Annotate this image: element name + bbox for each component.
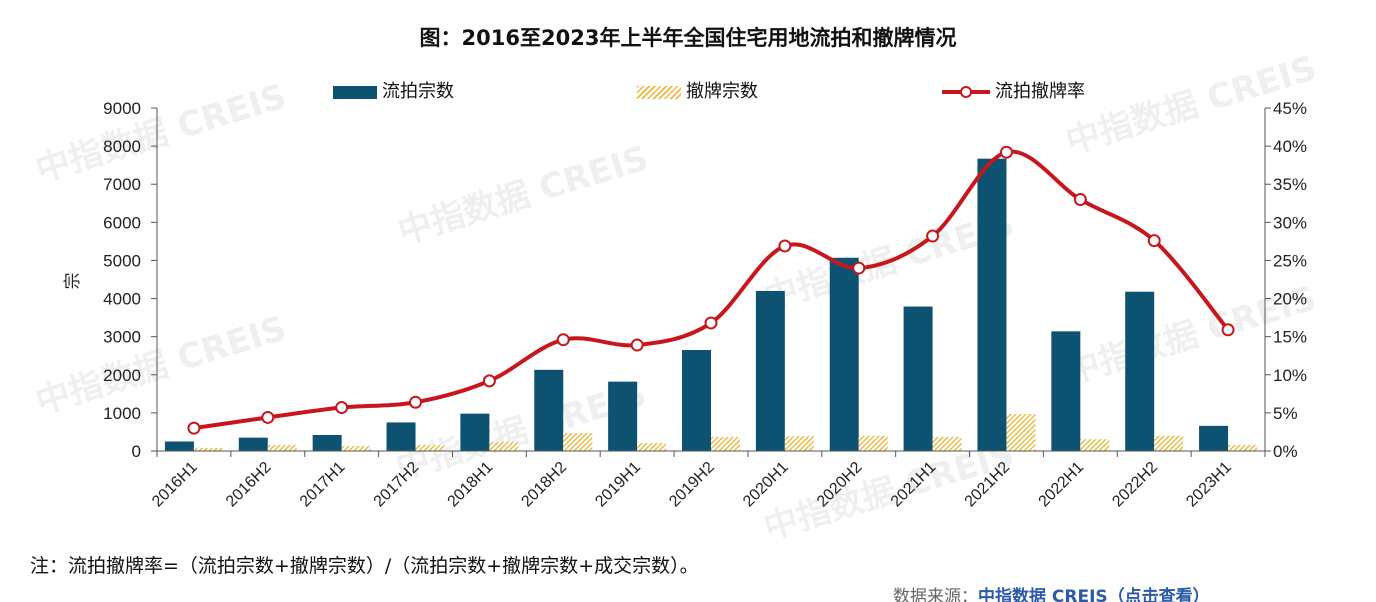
x-tick-label: 2016H1 (149, 459, 201, 511)
right-tick-label: 30% (1273, 213, 1307, 232)
rate-point-2020H2 (852, 261, 866, 275)
left-tick-label: 7000 (103, 175, 141, 194)
chart-title: 图：2016至2023年上半年全国住宅用地流拍和撤牌情况 (419, 26, 957, 50)
rate-point-2021H2 (999, 145, 1013, 159)
bar-chepai-2021H2 (1006, 414, 1036, 451)
left-tick-label: 2000 (103, 366, 141, 385)
legend-swatch-rate (942, 86, 990, 98)
legend-swatch-liupai (333, 85, 377, 99)
legend-label-rate: 流拍撤牌率 (995, 81, 1085, 102)
bar-liupai-2017H1 (312, 434, 342, 451)
rate-line (191, 149, 1231, 431)
bar-chepai-2021H1 (932, 436, 962, 451)
bar-chepai-2016H2 (267, 444, 297, 451)
x-tick-label: 2023H1 (1183, 459, 1235, 511)
right-tick-label: 25% (1273, 251, 1307, 270)
x-tick-label: 2019H1 (592, 459, 644, 511)
rate-point-2018H2 (556, 333, 570, 347)
rate-point-2019H1 (630, 338, 644, 352)
chart-note: 注：流拍撤牌率=（流拍宗数+撤牌宗数）/（流拍宗数+撤牌宗数+成交宗数）。 (30, 555, 699, 577)
rate-point-2016H2 (261, 410, 275, 424)
bar-chepai-2017H2 (415, 444, 445, 451)
rate-point-2022H1 (1073, 192, 1087, 206)
bar-chepai-2019H1 (637, 442, 667, 451)
bar-chepai-2023H1 (1228, 444, 1258, 451)
left-tick-label: 9000 (103, 99, 141, 118)
bar-liupai-2021H1 (903, 306, 933, 451)
left-tick-label: 3000 (103, 328, 141, 347)
rate-point-2016H1 (187, 421, 201, 435)
legend-item-chepai: 撤牌宗数 (637, 79, 758, 105)
left-tick-label: 6000 (103, 213, 141, 232)
right-tick-label: 0% (1273, 442, 1298, 461)
right-tick-label: 35% (1273, 175, 1307, 194)
x-tick-label: 2019H2 (666, 459, 718, 511)
right-tick-label: 15% (1273, 328, 1307, 347)
x-tick-label: 2020H2 (814, 459, 866, 511)
chart-plot: 0 1000 2000 3000 4000 5000 6000 7000 8000 9000 0% 5… (63, 99, 1307, 511)
left-tick-label: 5000 (103, 251, 141, 270)
source-label: 数据来源： (893, 587, 978, 602)
bar-chepai-2017H1 (341, 446, 371, 451)
data-source: 数据来源：中指数据 CREIS（点击查看） (893, 587, 1210, 602)
bar-liupai-2019H2 (682, 350, 711, 451)
legend-item-liupai: 流拍宗数 (333, 79, 454, 105)
bar-liupai-2018H2 (534, 369, 564, 451)
rate-point-2021H1 (926, 229, 940, 243)
legend-swatch-chepai (637, 85, 681, 99)
rate-point-2022H2 (1147, 234, 1161, 248)
bar-liupai-2022H1 (1051, 331, 1081, 451)
bar-chepai-2020H2 (858, 435, 888, 451)
bars (164, 158, 1258, 451)
bar-liupai-2018H1 (460, 413, 490, 451)
rate-point-2017H1 (335, 401, 349, 415)
bar-chepai-2018H2 (563, 433, 593, 451)
legend-label-liupai: 流拍宗数 (382, 81, 454, 102)
x-tick-label: 2020H1 (740, 459, 792, 511)
bar-liupai-2023H1 (1199, 425, 1229, 451)
bar-liupai-2020H2 (829, 257, 859, 451)
x-tick-label: 2016H2 (223, 459, 275, 511)
source-link[interactable]: 中指数据 CREIS（点击查看） (978, 587, 1210, 602)
bar-liupai-2019H1 (608, 381, 638, 451)
x-tick-label: 2018H2 (518, 459, 570, 511)
left-tick-label: 1000 (103, 404, 141, 423)
bar-liupai-2016H2 (238, 437, 268, 451)
right-tick-label: 40% (1273, 137, 1307, 156)
y-axis-label: 宗 (63, 273, 83, 290)
rate-point-2018H1 (482, 374, 496, 388)
bar-chepai-2022H1 (1080, 439, 1110, 451)
x-tick-label: 2018H1 (445, 459, 497, 511)
legend-item-rate: 流拍撤牌率 (942, 79, 1085, 105)
bar-chepai-2019H2 (711, 436, 740, 451)
left-tick-label: 0 (132, 442, 141, 461)
bar-chepai-2020H1 (784, 436, 814, 451)
right-tick-label: 45% (1273, 99, 1307, 118)
bar-liupai-2016H1 (164, 441, 194, 451)
bar-liupai-2021H2 (977, 158, 1007, 451)
x-tick-label: 2017H1 (297, 459, 349, 511)
x-tick-label: 2021H1 (888, 459, 940, 511)
bar-liupai-2017H2 (386, 422, 416, 451)
bar-chepai-2022H2 (1154, 435, 1184, 451)
rate-point-2019H2 (704, 316, 718, 330)
right-tick-label: 5% (1273, 404, 1298, 423)
bar-chepai-2016H1 (193, 447, 223, 451)
rate-point-2020H1 (778, 239, 792, 253)
left-tick-label: 8000 (103, 137, 141, 156)
x-tick-label: 2022H1 (1036, 459, 1088, 511)
x-tick-label: 2021H2 (962, 459, 1014, 511)
bar-liupai-2020H1 (755, 290, 785, 451)
x-tick-label: 2022H2 (1109, 459, 1161, 511)
legend-label-chepai: 撤牌宗数 (686, 81, 758, 102)
right-tick-label: 10% (1273, 366, 1307, 385)
rate-point-2023H1 (1221, 323, 1235, 337)
rate-point-2017H2 (409, 395, 423, 409)
bar-chepai-2018H1 (489, 441, 519, 451)
right-tick-label: 20% (1273, 290, 1307, 309)
left-tick-label: 4000 (103, 290, 141, 309)
bar-liupai-2022H2 (1125, 291, 1155, 451)
x-tick-label: 2017H2 (371, 459, 423, 511)
